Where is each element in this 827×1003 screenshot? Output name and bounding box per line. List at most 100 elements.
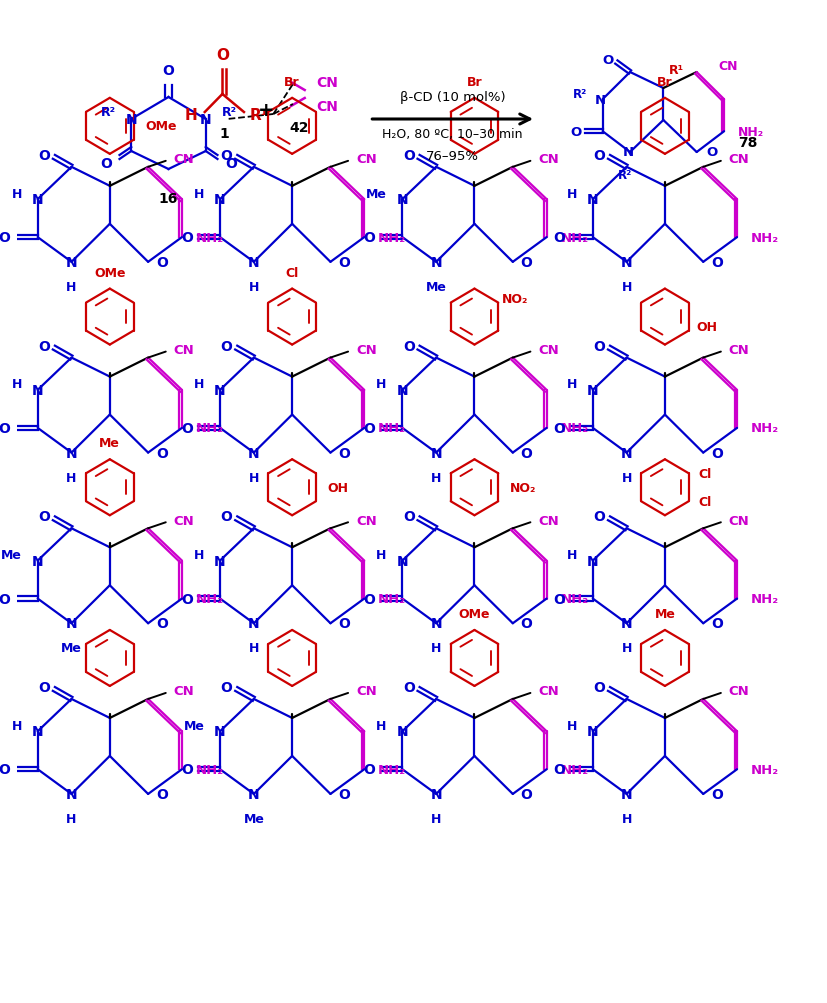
- Text: O: O: [100, 156, 112, 171]
- Text: O: O: [338, 787, 350, 801]
- Text: H: H: [12, 378, 22, 391]
- Text: H: H: [431, 812, 442, 825]
- Text: CN: CN: [729, 153, 749, 166]
- Text: N: N: [32, 724, 44, 738]
- Text: OMe: OMe: [145, 120, 177, 133]
- Text: O: O: [338, 256, 350, 270]
- Text: O: O: [181, 231, 193, 245]
- Text: NH₂: NH₂: [738, 125, 764, 138]
- Text: O: O: [711, 787, 723, 801]
- Text: OH: OH: [696, 321, 717, 334]
- Text: Me: Me: [366, 188, 387, 201]
- Text: O: O: [603, 54, 614, 67]
- Text: N: N: [430, 256, 442, 270]
- Text: N: N: [396, 724, 409, 738]
- Text: N: N: [587, 383, 599, 397]
- Text: O: O: [571, 125, 581, 138]
- Text: NH₂: NH₂: [751, 593, 779, 606]
- Text: N: N: [623, 146, 633, 159]
- Text: H: H: [12, 719, 22, 732]
- Text: N: N: [396, 554, 409, 568]
- Text: Me: Me: [99, 437, 120, 449]
- Text: CN: CN: [729, 515, 749, 528]
- Text: N: N: [214, 193, 226, 207]
- Text: N: N: [587, 724, 599, 738]
- Text: CN: CN: [174, 685, 194, 698]
- Text: NH₂: NH₂: [378, 763, 406, 776]
- Text: H: H: [621, 642, 632, 655]
- Text: O: O: [363, 592, 375, 606]
- Text: H: H: [566, 378, 577, 391]
- Text: O: O: [553, 421, 566, 435]
- Text: H: H: [194, 549, 204, 562]
- Text: N: N: [126, 113, 137, 126]
- Text: H: H: [431, 471, 442, 484]
- Text: H: H: [621, 471, 632, 484]
- Text: CN: CN: [538, 685, 559, 698]
- Text: NH₂: NH₂: [196, 763, 224, 776]
- Text: N: N: [65, 256, 77, 270]
- Text: Me: Me: [243, 812, 265, 825]
- Text: O: O: [403, 510, 414, 524]
- Text: N: N: [587, 554, 599, 568]
- Text: N: N: [587, 193, 599, 207]
- Text: O: O: [363, 421, 375, 435]
- Text: H: H: [184, 107, 197, 122]
- Text: NH₂: NH₂: [196, 422, 224, 435]
- Text: R²: R²: [100, 105, 116, 118]
- Text: CN: CN: [317, 76, 338, 90]
- Text: R²: R²: [618, 169, 633, 182]
- Text: O: O: [403, 680, 414, 694]
- Text: CN: CN: [538, 153, 559, 166]
- Text: H: H: [431, 642, 442, 655]
- Text: O: O: [593, 148, 605, 162]
- Text: Cl: Cl: [698, 467, 711, 480]
- Text: N: N: [430, 787, 442, 801]
- Text: O: O: [221, 339, 232, 353]
- Text: Me: Me: [426, 281, 447, 294]
- Text: O: O: [221, 148, 232, 162]
- Text: O: O: [0, 762, 10, 776]
- Text: R¹: R¹: [669, 64, 685, 77]
- Text: NH₂: NH₂: [561, 763, 589, 776]
- Text: CN: CN: [718, 60, 738, 73]
- Text: O: O: [181, 762, 193, 776]
- Text: N: N: [65, 446, 77, 460]
- Text: O: O: [711, 256, 723, 270]
- Text: O: O: [593, 680, 605, 694]
- Text: CN: CN: [356, 685, 376, 698]
- Text: NH₂: NH₂: [561, 593, 589, 606]
- Text: H: H: [194, 378, 204, 391]
- Text: H: H: [194, 188, 204, 201]
- Text: O: O: [553, 762, 566, 776]
- Text: Cl: Cl: [285, 267, 299, 279]
- Text: O: O: [553, 592, 566, 606]
- Text: O: O: [181, 421, 193, 435]
- Text: O: O: [521, 617, 533, 631]
- Text: H: H: [12, 188, 22, 201]
- Text: H: H: [621, 281, 632, 294]
- Text: CN: CN: [729, 344, 749, 357]
- Text: N: N: [32, 383, 44, 397]
- Text: O: O: [338, 617, 350, 631]
- Text: 1: 1: [219, 126, 229, 140]
- Text: N: N: [621, 787, 633, 801]
- Text: NH₂: NH₂: [196, 232, 224, 245]
- Text: R¹: R¹: [250, 107, 268, 122]
- Text: O: O: [706, 146, 718, 159]
- Text: O: O: [156, 787, 168, 801]
- Text: CN: CN: [356, 153, 376, 166]
- Text: O: O: [221, 680, 232, 694]
- Text: O: O: [225, 156, 237, 171]
- Text: N: N: [214, 724, 226, 738]
- Text: +: +: [258, 100, 275, 119]
- Text: H: H: [566, 719, 577, 732]
- Text: CN: CN: [538, 515, 559, 528]
- Text: O: O: [163, 64, 174, 78]
- Text: N: N: [396, 383, 409, 397]
- Text: Me: Me: [654, 608, 676, 620]
- Text: O: O: [521, 256, 533, 270]
- Text: H: H: [66, 281, 77, 294]
- Text: N: N: [32, 193, 44, 207]
- Text: CN: CN: [729, 685, 749, 698]
